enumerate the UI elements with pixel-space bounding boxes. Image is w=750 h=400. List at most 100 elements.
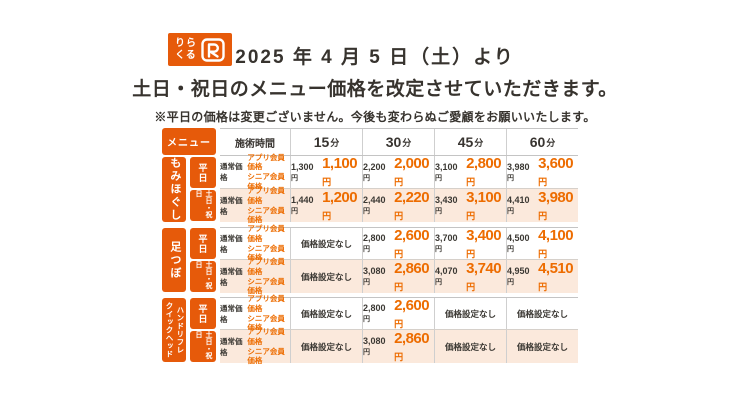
price-table: メニュー 施術時間 15 分 30 分 45 分 60 分 もみほぐし <box>162 128 582 366</box>
duration-unit: 分 <box>474 137 484 148</box>
yen-suffix: 円 <box>507 208 514 215</box>
no-price-text: 価格設定なし <box>444 341 496 352</box>
table-header-row: メニュー 施術時間 15 分 30 分 45 分 60 分 <box>162 128 582 156</box>
duration-number: 60 <box>529 134 546 150</box>
category-label: 足つぼ <box>168 240 181 280</box>
member-price: 2,860円 <box>394 329 430 362</box>
member-price: 2,860円 <box>394 259 430 292</box>
yen-suffix: 円 <box>507 279 514 286</box>
member-price: 3,100円 <box>466 188 502 221</box>
normal-price: 3,430円 <box>435 195 458 215</box>
duration-number: 30 <box>385 134 402 150</box>
member-price-label: アプリ会員価格 シニア会員価格 <box>247 257 285 296</box>
price-cell-45min: 3,700円 3,400円 <box>434 226 506 259</box>
day-box-weekend: 土日・祝日 <box>190 190 216 221</box>
member-price: 4,100円 <box>538 226 574 259</box>
yen-suffix: 円 <box>322 210 331 221</box>
day-box-weekday: 平日 <box>190 157 216 188</box>
member-price-label: アプリ会員価格 シニア会員価格 <box>247 186 285 225</box>
no-price-text: 価格設定なし <box>300 271 352 282</box>
price-cell-60min: 4,950円 4,510円 <box>506 260 578 293</box>
price-cell-30min: 3,080円 2,860円 <box>362 260 434 293</box>
time-header-cell: 施術時間 <box>235 138 275 150</box>
duration-header-cell-30: 30 分 <box>362 129 434 155</box>
yen-suffix: 円 <box>538 177 547 187</box>
table-row-weekday: 平日 通常価格 アプリ会員価格 シニア会員価格 価格設定なし 2,800円 2,… <box>190 224 578 262</box>
normal-price-label: 通常価格 <box>220 162 243 182</box>
duration-header-cell-45: 45 分 <box>434 129 506 155</box>
yen-suffix: 円 <box>363 246 370 253</box>
day-box-weekday: 平日 <box>190 228 216 259</box>
member-price-label: アプリ会員価格 シニア会員価格 <box>247 152 285 191</box>
no-price-text: 価格設定なし <box>444 308 496 319</box>
announcement-note: ※平日の価格は変更ございません。今後も変わらぬご愛顧をお願いいたします。 <box>154 110 596 124</box>
normal-price: 4,410円 <box>507 195 530 215</box>
no-price-text: 価格設定なし <box>300 308 352 319</box>
duration-header-cell-15: 15 分 <box>290 129 362 155</box>
yen-suffix: 円 <box>507 246 514 253</box>
yen-suffix: 円 <box>435 279 442 286</box>
yen-suffix: 円 <box>538 210 547 221</box>
category-group-momihogushi: もみほぐし 平日 通常価格 アプリ会員価格 シニア会員価格 1,300円 1,1… <box>162 153 582 225</box>
normal-price: 3,700円 <box>435 233 458 253</box>
no-price-cell-45min: 価格設定なし <box>434 330 506 363</box>
logo-wordmark: りら くる <box>175 38 197 61</box>
announcement-date-title: 2025 年 4 月 5 日（土）より <box>235 47 515 68</box>
no-price-text: 価格設定なし <box>516 341 568 352</box>
price-type-cell: 通常価格 アプリ会員価格 シニア会員価格 <box>220 257 290 296</box>
yen-suffix: 円 <box>322 177 331 187</box>
no-price-text: 価格設定なし <box>300 238 352 249</box>
logo-r-mark-icon <box>201 37 225 62</box>
category-box: ハンドリフレ クイックヘッド <box>162 298 186 362</box>
duration-unit: 分 <box>402 137 412 148</box>
normal-price: 4,950円 <box>507 266 530 286</box>
normal-price: 4,500円 <box>507 233 530 253</box>
headline-block: 2025 年 4 月 5 日（土）より 土日・祝日のメニュー価格を改定させていた… <box>130 42 620 125</box>
member-price: 2,000円 <box>394 155 430 187</box>
no-price-text: 価格設定なし <box>300 341 352 352</box>
member-price: 2,220円 <box>394 188 430 221</box>
day-label: 平日 <box>197 303 208 324</box>
normal-price: 3,080円 <box>363 266 386 286</box>
menu-header-box: メニュー <box>162 128 216 155</box>
no-price-cell-15min: 価格設定なし <box>290 330 362 363</box>
day-box-weekend: 土日・祝日 <box>190 331 216 362</box>
yen-suffix: 円 <box>363 349 370 356</box>
normal-price-label: 通常価格 <box>220 233 243 254</box>
yen-suffix: 円 <box>394 281 403 292</box>
day-label: 平日 <box>197 233 208 254</box>
category-box: もみほぐし <box>162 157 186 222</box>
member-price-label: アプリ会員価格 シニア会員価格 <box>247 294 285 333</box>
member-price: 3,400円 <box>466 226 502 259</box>
yen-suffix: 円 <box>363 174 370 182</box>
member-price-label: アプリ会員価格 シニア会員価格 <box>247 327 285 366</box>
price-cell-60min: 4,500円 4,100円 <box>506 226 578 259</box>
category-group-hand-quickhead: ハンドリフレ クイックヘッド 平日 通常価格 アプリ会員価格 シニア会員価格 価… <box>162 294 582 366</box>
normal-price: 3,980円 <box>507 161 530 182</box>
member-price: 2,600円 <box>394 226 430 259</box>
riraku-logo: りら くる <box>168 33 232 66</box>
announcement-main-title: 土日・祝日のメニュー価格を改定させていただきます。 <box>132 79 618 100</box>
day-label: 土日・祝日 <box>195 190 212 218</box>
yen-suffix: 円 <box>507 174 514 182</box>
price-cell-30min: 2,800円 2,600円 <box>362 297 434 329</box>
no-price-cell-45min: 価格設定なし <box>434 298 506 329</box>
member-price: 4,510円 <box>538 259 574 292</box>
normal-price: 2,800円 <box>363 233 386 253</box>
yen-suffix: 円 <box>394 177 403 187</box>
table-row-weekend: 土日・祝日 通常価格 アプリ会員価格 シニア会員価格 価格設定なし 3,080円… <box>190 257 578 296</box>
normal-price: 3,100円 <box>435 161 458 182</box>
yen-suffix: 円 <box>538 248 547 259</box>
category-label: もみほぐし <box>168 157 181 222</box>
normal-price: 2,440円 <box>363 195 386 215</box>
no-price-cell-60min: 価格設定なし <box>506 330 578 363</box>
price-type-cell: 通常価格 アプリ会員価格 シニア会員価格 <box>220 153 290 191</box>
category-box: 足つぼ <box>162 228 186 292</box>
day-label: 土日・祝日 <box>195 261 212 289</box>
normal-price-label: 通常価格 <box>220 266 243 287</box>
duration-header-strip: 施術時間 15 分 30 分 45 分 60 分 <box>220 128 578 156</box>
normal-price: 2,200円 <box>363 161 386 182</box>
yen-suffix: 円 <box>291 174 298 182</box>
member-price: 2,800円 <box>466 155 502 187</box>
member-price: 3,600円 <box>538 155 574 187</box>
